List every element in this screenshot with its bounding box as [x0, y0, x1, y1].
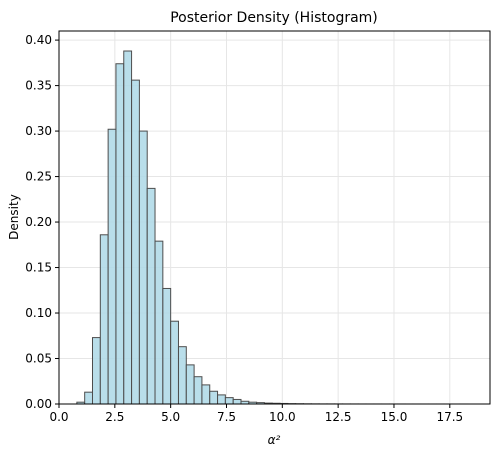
- histogram-bar: [99, 234, 109, 405]
- y-tick-label: 0.05: [25, 352, 52, 366]
- x-tick-label: 12.5: [325, 410, 352, 424]
- y-tick-label: 0.30: [25, 124, 52, 138]
- histogram-bar: [185, 364, 195, 405]
- x-axis-label: α²: [268, 433, 281, 447]
- histogram-bar: [123, 50, 133, 405]
- plot-frame: [58, 30, 491, 405]
- x-tick-label: 15.0: [381, 410, 408, 424]
- histogram-bar: [177, 346, 187, 405]
- x-tick-label: 10.0: [269, 410, 296, 424]
- histogram-bar: [232, 398, 242, 405]
- y-tick-label: 0.15: [25, 261, 52, 275]
- histogram-bar: [170, 320, 179, 405]
- y-tick-label: 0.35: [25, 79, 52, 93]
- histogram-bar: [146, 187, 156, 405]
- axis-ticks: 0.00 0.05 0.10 0.15 0.20 0.25 0.30 0.35 0.40 0.0 2…: [25, 33, 463, 424]
- histogram-bar: [201, 384, 211, 405]
- y-tick-label: 0.40: [25, 33, 52, 47]
- histogram-bar: [131, 79, 140, 405]
- histogram-bar: [224, 397, 234, 405]
- y-tick-label: 0.00: [25, 397, 52, 411]
- chart-title: Posterior Density (Histogram): [170, 10, 378, 26]
- y-tick-label: 0.25: [25, 170, 52, 184]
- y-axis-label: Density: [7, 194, 21, 240]
- y-tick-label: 0.10: [25, 306, 52, 320]
- histogram-bars: [76, 50, 469, 405]
- histogram-bar: [84, 391, 93, 405]
- histogram-bar: [138, 130, 148, 405]
- x-tick-label: 0.0: [49, 410, 68, 424]
- histogram-bar: [154, 240, 164, 405]
- histogram-bar: [115, 63, 125, 405]
- histogram-bar: [193, 376, 203, 405]
- histogram-bar: [107, 128, 117, 405]
- histogram-bar: [162, 287, 172, 405]
- x-tick-label: 7.5: [217, 410, 236, 424]
- x-tick-label: 5.0: [161, 410, 180, 424]
- x-tick-label: 17.5: [436, 410, 463, 424]
- histogram-bar: [91, 337, 101, 405]
- histogram-bar: [217, 394, 226, 405]
- y-tick-label: 0.20: [25, 215, 52, 229]
- histogram-bar: [209, 390, 219, 405]
- x-tick-label: 2.5: [105, 410, 124, 424]
